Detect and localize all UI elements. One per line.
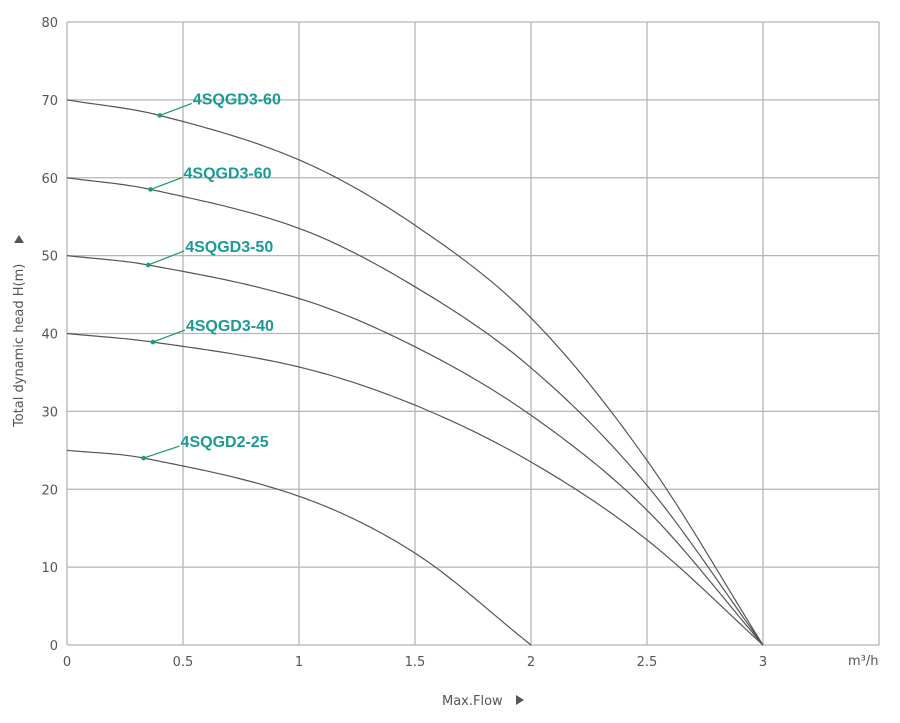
series-label: 4SQGD2-25 bbox=[181, 434, 269, 451]
series-curve bbox=[66, 99, 764, 646]
series-marker bbox=[145, 262, 151, 268]
x-axis-arrow-icon bbox=[516, 695, 524, 705]
x-unit: m³/h bbox=[848, 654, 879, 669]
x-tick-label: 2 bbox=[527, 655, 535, 670]
x-tick-label: 1 bbox=[295, 655, 303, 670]
grid bbox=[66, 21, 880, 646]
y-tick-label: 10 bbox=[41, 561, 58, 576]
leader-line bbox=[150, 176, 183, 190]
y-tick-label: 50 bbox=[41, 250, 58, 265]
series-label: 4SQGD3-50 bbox=[185, 239, 273, 256]
series-curve bbox=[66, 177, 764, 646]
y-tick-label: 30 bbox=[41, 405, 58, 420]
series-curve bbox=[66, 332, 764, 646]
series-curve bbox=[66, 255, 764, 646]
y-axis-arrow-icon bbox=[14, 235, 24, 243]
x-tick-label: 2.5 bbox=[637, 655, 658, 670]
y-tick-label: 80 bbox=[41, 16, 58, 31]
x-axis-label: Max.Flow bbox=[442, 694, 503, 709]
series-label: 4SQGD3-60 bbox=[193, 91, 281, 108]
x-tick-label: 1.5 bbox=[405, 655, 426, 670]
leader-line bbox=[143, 445, 180, 459]
series-marker bbox=[141, 455, 146, 461]
x-tick-label: 0 bbox=[63, 655, 71, 670]
series-label: 4SQGD3-60 bbox=[184, 165, 272, 182]
series-marker bbox=[150, 339, 156, 345]
series-labels: 4SQGD3-60 4SQGD3-60 4SQGD3-50 4SQGD3-40 4SQG… bbox=[141, 91, 281, 461]
x-tick-label: 0.5 bbox=[173, 655, 194, 670]
leader-line bbox=[147, 250, 185, 266]
y-axis-label: Total dynamic head H(m) bbox=[12, 264, 27, 428]
y-tick-label: 40 bbox=[41, 328, 58, 343]
y-tick-label: 20 bbox=[41, 483, 58, 498]
y-tick-label: 70 bbox=[41, 94, 58, 109]
leader-line bbox=[159, 102, 193, 117]
leader-line bbox=[152, 329, 186, 343]
series-label: 4SQGD3-40 bbox=[186, 318, 274, 335]
x-tick-label: 3 bbox=[759, 655, 767, 670]
y-tick-label: 0 bbox=[50, 639, 58, 654]
y-tick-label: 60 bbox=[41, 172, 58, 187]
